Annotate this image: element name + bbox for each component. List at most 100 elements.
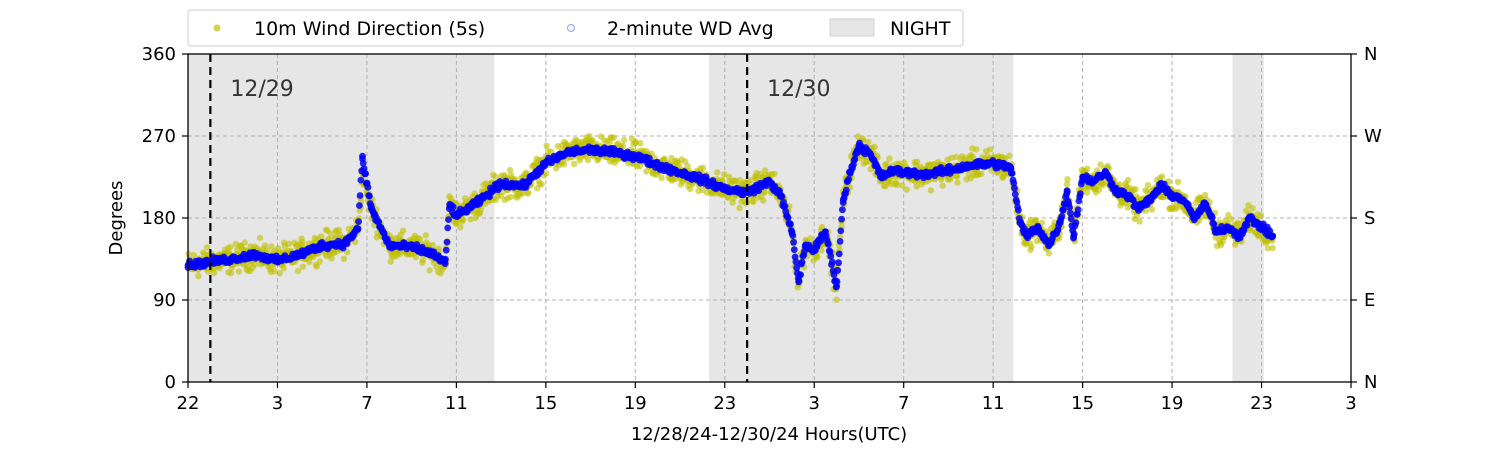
x-tick-label-13: 3 bbox=[1345, 393, 1356, 414]
wind-5s-point bbox=[637, 140, 644, 147]
wind-avg-key-point bbox=[1269, 232, 1277, 240]
wind-avg-key-point bbox=[839, 196, 847, 204]
x-tick-label-8: 7 bbox=[898, 393, 909, 414]
wind-5s-point bbox=[1144, 182, 1152, 189]
wind-5s-point bbox=[506, 166, 514, 174]
wind-avg-point bbox=[825, 240, 832, 248]
wind-avg-point bbox=[1060, 206, 1067, 214]
x-tick-label-6: 23 bbox=[713, 393, 736, 414]
wind-avg-key-point bbox=[631, 152, 639, 160]
day-markers: 12/29 12/30 bbox=[209, 54, 831, 382]
x-axis-label: 12/28/24-12/30/24 Hours(UTC) bbox=[631, 424, 907, 445]
wind-5s-point bbox=[235, 268, 242, 275]
wind-avg-key-point bbox=[587, 146, 594, 154]
wind-5s-point bbox=[294, 267, 302, 275]
wind-5s-point bbox=[210, 269, 218, 277]
wind-5s-point bbox=[335, 226, 343, 234]
wind-avg-point bbox=[443, 238, 451, 246]
wind-5s-point bbox=[285, 240, 293, 247]
x-tick-label-2: 7 bbox=[361, 393, 372, 414]
wind-5s-point bbox=[1257, 212, 1265, 219]
wind-avg-key-point bbox=[564, 149, 572, 156]
wind-avg-key-point bbox=[1007, 164, 1015, 172]
wind-avg-key-point bbox=[795, 278, 802, 286]
wind-avg-point bbox=[1077, 190, 1084, 198]
wind-avg-key-point bbox=[1202, 200, 1209, 208]
wind-avg-key-point bbox=[989, 159, 997, 167]
wind-avg-point bbox=[827, 252, 835, 260]
wind-avg-key-point bbox=[699, 176, 706, 184]
wind-avg-key-point bbox=[833, 282, 840, 290]
wind-avg-key-point bbox=[520, 182, 527, 190]
wind-5s-point bbox=[460, 216, 467, 223]
wind-avg-point bbox=[787, 220, 794, 228]
wind-5s-point bbox=[190, 251, 198, 259]
wind-avg-point bbox=[1066, 204, 1073, 211]
wind-avg-key-point bbox=[229, 255, 237, 263]
y-tick-label-2: 180 bbox=[142, 208, 176, 229]
wind-5s-point bbox=[299, 263, 307, 270]
y-axis-label: Degrees bbox=[106, 181, 127, 256]
wind-5s-point bbox=[771, 170, 778, 178]
wind-5s-point bbox=[271, 268, 278, 275]
wind-avg-key-point bbox=[446, 200, 454, 208]
wind-5s-point bbox=[299, 239, 306, 246]
wind-5s-point bbox=[1249, 205, 1256, 212]
wind-5s-point bbox=[477, 206, 485, 213]
wind-avg-key-point bbox=[766, 178, 773, 186]
wind-5s-point bbox=[714, 169, 721, 176]
wind-5s-point bbox=[721, 171, 728, 178]
wind-avg-key-point bbox=[922, 170, 930, 178]
wind-avg-point bbox=[1074, 206, 1082, 214]
wind-avg-key-point bbox=[1224, 223, 1232, 231]
y2-tick-label-1: E bbox=[1364, 290, 1375, 311]
wind-5s-point bbox=[256, 234, 264, 242]
wind-avg-key-point bbox=[1123, 191, 1131, 199]
legend-night-swatch bbox=[829, 18, 875, 37]
wind-avg-key-point bbox=[676, 169, 684, 176]
wind-5s-point bbox=[1132, 186, 1139, 193]
wind-avg-point bbox=[838, 215, 845, 223]
x-tick-label-1: 3 bbox=[272, 393, 283, 414]
wind-5s-point bbox=[883, 160, 890, 168]
wind-5s-point bbox=[492, 173, 499, 180]
wind-avg-key-point bbox=[945, 167, 952, 175]
wind-5s-point bbox=[316, 258, 323, 265]
y2-tick-label-3: W bbox=[1364, 126, 1382, 147]
wind-5s-point bbox=[913, 158, 921, 165]
wind-avg-key-point bbox=[609, 149, 617, 156]
wind-5s-point bbox=[542, 170, 550, 177]
legend-avg-label: 2-minute WD Avg bbox=[607, 18, 774, 40]
wind-avg-key-point bbox=[877, 173, 885, 181]
wind-5s-point bbox=[419, 256, 426, 264]
wind-5s-point bbox=[761, 188, 768, 196]
wind-5s-point bbox=[952, 153, 960, 161]
wind-5s-point bbox=[263, 246, 271, 254]
y2-tick-label-2: S bbox=[1364, 208, 1375, 229]
x-tick-label-11: 19 bbox=[1161, 393, 1184, 414]
wind-avg-point bbox=[1011, 190, 1019, 198]
wind-5s-point bbox=[719, 177, 726, 184]
wind-5s-point bbox=[387, 258, 394, 265]
x-tick-label-0: 22 bbox=[177, 393, 200, 414]
wind-5s-point bbox=[1269, 244, 1276, 252]
wind-avg-point bbox=[839, 206, 846, 214]
wind-5s-point bbox=[507, 193, 514, 201]
wind-5s-point bbox=[313, 263, 320, 270]
wind-avg-key-point bbox=[1157, 182, 1165, 190]
wind-5s-point bbox=[687, 185, 694, 193]
wind-avg-key-point bbox=[810, 246, 818, 254]
wind-5s-point bbox=[894, 181, 901, 188]
wind-5s-point bbox=[1136, 218, 1143, 225]
x-tick-label-4: 15 bbox=[534, 393, 557, 414]
wind-avg-point bbox=[1011, 184, 1018, 192]
wind-avg-point bbox=[356, 202, 363, 209]
wind-5s-point bbox=[1095, 186, 1103, 193]
wind-avg-point bbox=[837, 227, 845, 235]
wind-avg-key-point bbox=[855, 141, 863, 149]
wind-avg-key-point bbox=[359, 155, 366, 163]
wind-5s-point bbox=[1045, 250, 1053, 257]
wind-avg-point bbox=[834, 266, 842, 274]
wind-avg-key-point bbox=[542, 159, 550, 167]
